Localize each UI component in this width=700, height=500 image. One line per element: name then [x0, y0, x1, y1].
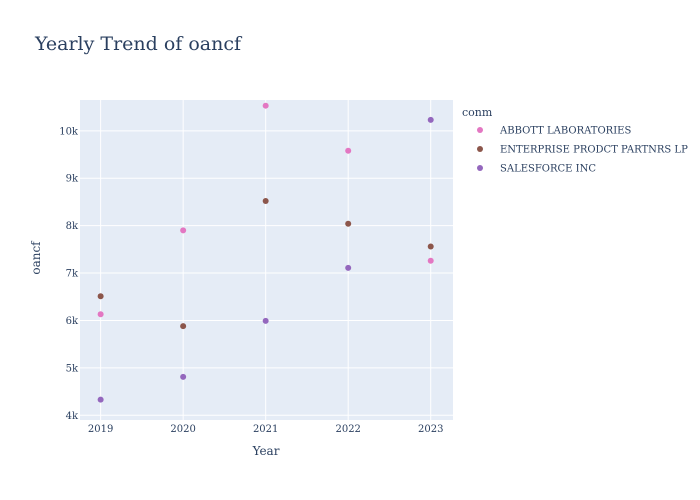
data-point [180, 373, 187, 380]
legend-marker [477, 165, 483, 171]
y-tick-label: 9k [66, 174, 79, 185]
legend-marker [477, 127, 483, 133]
data-point [97, 293, 104, 300]
y-tick-label: 8k [66, 221, 79, 232]
y-tick-label: 6k [66, 316, 79, 327]
data-point [345, 147, 352, 154]
x-tick-label: 2020 [170, 424, 195, 435]
data-point [427, 116, 434, 123]
data-point [262, 197, 269, 204]
y-tick-label: 7k [66, 269, 79, 280]
y-tick-label: 5k [66, 363, 79, 374]
data-point [427, 243, 434, 250]
legend-title: conm [462, 106, 493, 119]
x-tick-label: 2022 [335, 424, 360, 435]
y-axis-title: oancf [29, 240, 43, 275]
legend-marker [477, 146, 483, 152]
data-points [97, 102, 434, 403]
data-point [345, 220, 352, 227]
legend-label: ENTERPRISE PRODCT PARTNRS LP [500, 145, 688, 156]
data-point [427, 257, 434, 264]
chart-title: Yearly Trend of oancf [34, 33, 243, 55]
plot-area [80, 100, 453, 420]
y-tick-label: 10k [59, 126, 79, 137]
y-axis-ticks: 4k 5k 6k 7k 8k 9k 10k [59, 126, 79, 421]
data-point [180, 323, 187, 330]
x-tick-label: 2019 [88, 424, 113, 435]
x-tick-label: 2021 [253, 424, 278, 435]
data-point [97, 396, 104, 403]
data-point [97, 311, 104, 318]
y-tick-label: 4k [66, 411, 79, 422]
data-point [262, 102, 269, 109]
x-tick-label: 2023 [418, 424, 443, 435]
data-point [262, 317, 269, 324]
legend: conm ABBOTT LABORATORIES ENTERPRISE PRODC… [462, 106, 688, 175]
x-axis-title: Year [252, 444, 280, 458]
legend-label: SALESFORCE INC [500, 164, 596, 175]
data-point [180, 227, 187, 234]
data-point [345, 264, 352, 271]
x-axis-ticks: 2019 2020 2021 2022 2023 [88, 424, 444, 435]
legend-label: ABBOTT LABORATORIES [499, 126, 631, 137]
